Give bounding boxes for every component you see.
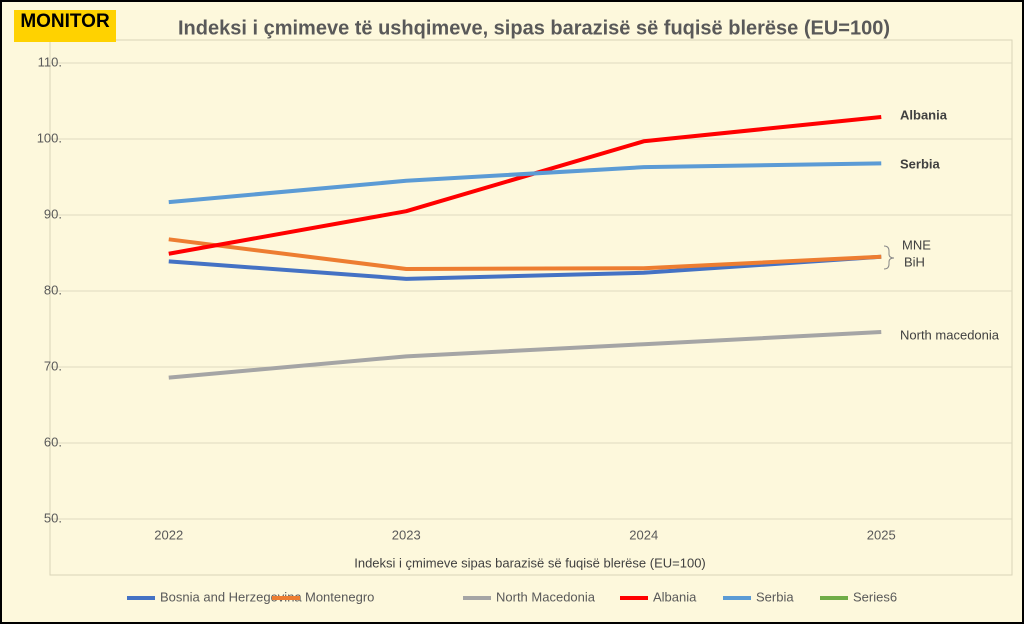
x-tick-label: 2025 <box>867 527 896 542</box>
logo-box <box>14 10 116 42</box>
y-tick-label: 50. <box>44 510 62 525</box>
series-line <box>168 254 882 281</box>
y-tick-label: 100. <box>37 130 62 145</box>
annotation: MNE <box>902 237 931 252</box>
x-axis-label: Indeksi i çmimeve sipas barazisë së fuqi… <box>354 555 706 570</box>
y-tick-label: 110. <box>38 54 62 69</box>
x-tick-label: 2024 <box>629 527 658 542</box>
annotation: BiH <box>904 254 925 269</box>
logo: MONITOR <box>20 11 110 32</box>
annotation: North macedonia <box>900 327 1000 342</box>
plot-frame <box>49 39 1013 576</box>
y-tick-label: 80. <box>44 282 62 297</box>
y-tick-label: 90. <box>44 206 62 221</box>
legend-label: Albania <box>653 589 697 604</box>
legend-label: Serbia <box>756 589 794 604</box>
series-line <box>168 161 882 205</box>
x-tick-label: 2023 <box>392 527 421 542</box>
x-tick-label: 2022 <box>154 527 183 542</box>
y-tick-label: 60. <box>44 434 62 449</box>
series-line <box>168 330 882 380</box>
series-line <box>168 237 882 271</box>
series-line <box>168 114 882 256</box>
legend-label: North Macedonia <box>496 589 596 604</box>
bracket <box>883 245 895 270</box>
chart-title: Indeksi i çmimeve të ushqimeve, sipas ba… <box>178 17 890 39</box>
legend-label: Series6 <box>853 589 897 604</box>
y-tick-label: 70. <box>44 358 62 373</box>
legend-label: Montenegro <box>305 589 374 604</box>
annotation: Albania <box>900 107 948 122</box>
legend-label: Bosnia and Herzegovina <box>160 589 302 604</box>
annotation: Serbia <box>900 156 941 171</box>
